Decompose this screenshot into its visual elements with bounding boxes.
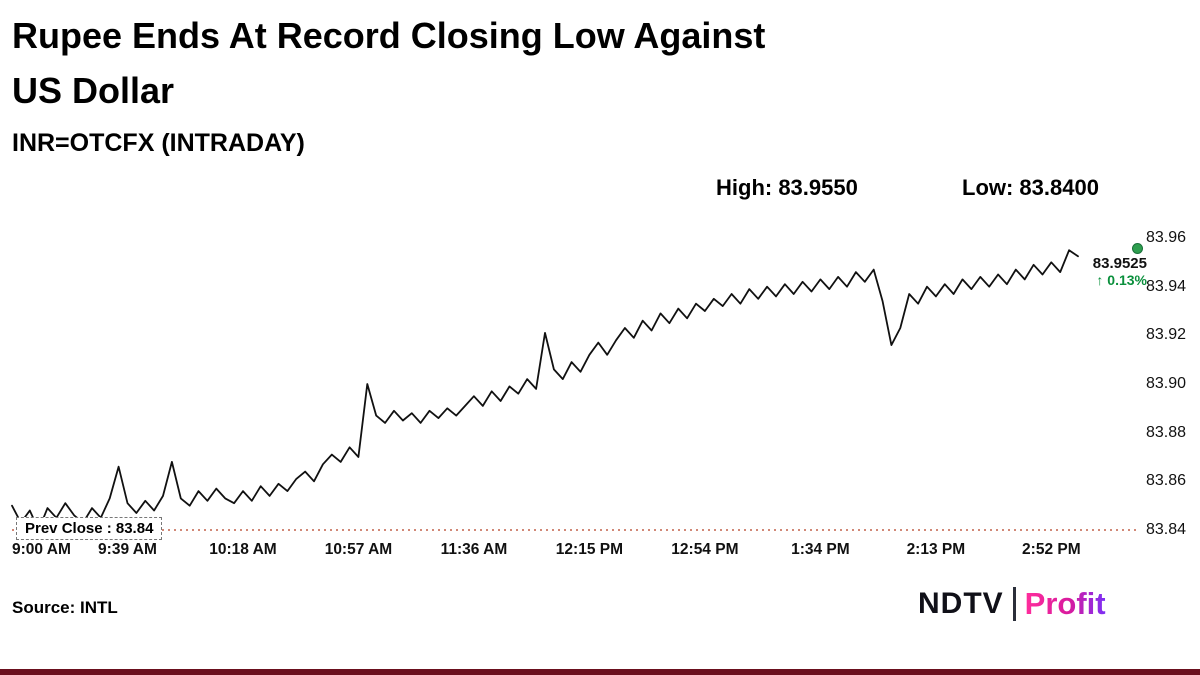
- x-axis: 9:00 AM 9:39 AM 10:18 AM 10:57 AM 11:36 AM 12…: [0, 541, 1200, 563]
- y-axis-label: 83.92: [1146, 326, 1187, 344]
- high-value-label: High: 83.9550: [716, 175, 858, 200]
- bottom-accent-bar: [0, 669, 1200, 675]
- y-axis-label: 83.84: [1146, 521, 1187, 538]
- x-axis-label: 12:15 PM: [555, 541, 624, 558]
- last-price-dot-icon: [1132, 243, 1143, 255]
- y-axis: 83.96 83.94 83.92 83.90 83.88 83.86 83.84: [1146, 0, 1200, 675]
- x-axis-label: 10:18 AM: [209, 541, 277, 558]
- x-axis-label: 1:34 PM: [791, 541, 850, 558]
- page-title: Rupee Ends At Record Closing Low Against…: [12, 8, 765, 118]
- prev-close-label: Prev Close : 83.84: [16, 517, 163, 540]
- x-axis-label: 2:52 PM: [1022, 541, 1081, 558]
- x-axis-label: 10:57 AM: [324, 541, 393, 558]
- change-percent: ↑ 0.13%: [1096, 272, 1147, 289]
- x-axis-label: 11:36 AM: [440, 541, 508, 558]
- title-line-2: US Dollar: [12, 70, 175, 111]
- ndtv-logo: NDTV: [918, 587, 1004, 620]
- price-line: [11, 249, 1079, 531]
- last-price-value: 83.9525: [1092, 255, 1147, 273]
- y-axis-label: 83.94: [1146, 277, 1187, 295]
- brand-divider: [1012, 587, 1016, 621]
- y-axis-label: 83.90: [1146, 375, 1187, 392]
- low-value-label: Low: 83.8400: [962, 175, 1099, 200]
- last-price-annotation: 83.9525 ↑ 0.13%: [1081, 243, 1147, 288]
- x-axis-label: 2:13 PM: [906, 541, 966, 558]
- chart-subtitle: INR=OTCFX (INTRADAY): [12, 129, 305, 157]
- profit-logo: Profit: [1024, 586, 1106, 621]
- brand-logo: NDTV Profit: [918, 586, 1106, 622]
- y-axis-label: 83.96: [1146, 229, 1187, 246]
- x-axis-label: 9:39 AM: [98, 541, 157, 558]
- title-line-1: Rupee Ends At Record Closing Low Against: [12, 15, 766, 56]
- y-axis-label: 83.88: [1146, 423, 1187, 441]
- x-axis-label: 12:54 PM: [671, 541, 739, 558]
- source-label: Source: INTL: [12, 598, 118, 617]
- x-axis-label: 9:00 AM: [12, 541, 71, 558]
- y-axis-label: 83.86: [1146, 472, 1187, 490]
